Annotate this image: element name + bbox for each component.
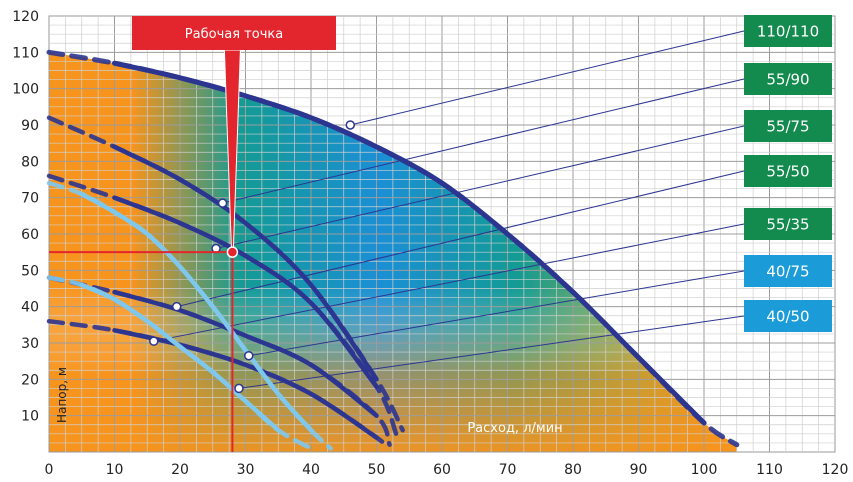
model-label-box-55-90 <box>744 63 832 95</box>
y-tick-label: 50 <box>21 263 39 279</box>
working-point-label-box <box>132 16 336 50</box>
x-axis-label: Расход, л/мин <box>467 421 562 436</box>
x-tick-label: 30 <box>237 462 255 478</box>
pump-curves <box>46 49 740 451</box>
working-point-dot <box>226 246 239 258</box>
x-tick-label: 40 <box>302 462 320 478</box>
y-tick-label: 90 <box>21 118 39 134</box>
label-leaders <box>153 30 745 389</box>
model-label-box-40-50 <box>744 300 832 332</box>
curve-110-110 <box>112 60 707 426</box>
y-axis-label: Напор, м <box>55 367 69 423</box>
curve-40-75 <box>79 191 314 433</box>
model-label-55-90: 55/90 <box>766 71 809 89</box>
y-tick-label: 70 <box>21 191 39 207</box>
x-tick-label: 80 <box>564 462 582 478</box>
y-tick-label: 20 <box>21 372 39 388</box>
x-tick-label: 110 <box>756 462 783 478</box>
curve-55-75 <box>112 195 379 389</box>
leader-55-50 <box>176 170 745 308</box>
x-tick-label: 0 <box>45 462 54 478</box>
curve-55-50 <box>112 289 379 418</box>
leader-40-75 <box>248 270 745 357</box>
marker-55-35 <box>149 336 159 346</box>
working-point: Рабочая точка <box>49 16 336 452</box>
model-label-110-110: 110/110 <box>757 23 819 41</box>
leader-55-35 <box>153 223 745 342</box>
y-tick-label: 120 <box>12 9 39 25</box>
marker-40-50 <box>234 383 244 394</box>
x-tick-label: 10 <box>106 462 124 478</box>
x-tick-label: 120 <box>822 462 849 478</box>
model-label-box-40-75 <box>744 255 832 287</box>
x-tick-label: 100 <box>691 462 718 478</box>
y-tick-label: 110 <box>12 45 39 61</box>
y-tick-label: 80 <box>21 154 39 170</box>
y-tick-label: 40 <box>21 300 39 316</box>
y-tick-label: 30 <box>21 336 39 352</box>
model-label-40-75: 40/75 <box>766 263 809 281</box>
leader-55-90 <box>222 78 745 204</box>
y-tick-label: 10 <box>21 409 39 425</box>
curve-markers <box>149 120 356 394</box>
model-label-box-110-110 <box>744 15 832 47</box>
marker-55-90 <box>217 198 228 208</box>
marker-40-75 <box>244 350 254 361</box>
x-tick-label: 90 <box>630 462 648 478</box>
y-axis-ticks: 10 20 30 40 50 60 70 80 90 100 110 120 <box>12 9 39 425</box>
x-tick-label: 50 <box>368 462 386 478</box>
leader-40-50 <box>238 315 745 389</box>
model-label-box-55-75 <box>744 110 832 142</box>
y-tick-label: 100 <box>12 82 39 98</box>
model-label-40-50: 40/50 <box>766 308 809 326</box>
leader-55-75 <box>215 125 745 250</box>
model-label-55-50: 55/50 <box>766 163 809 181</box>
model-labels: 110/110 55/90 55/75 55/50 55/35 40/75 40/50 <box>744 15 832 332</box>
model-label-box-55-35 <box>744 208 832 240</box>
marker-110-110 <box>345 120 356 130</box>
leader-110-110 <box>350 30 745 126</box>
x-tick-label: 70 <box>499 462 517 478</box>
curve-55-35 <box>112 328 379 440</box>
curve-40-50 <box>79 282 281 433</box>
x-tick-label: 20 <box>171 462 189 478</box>
model-label-55-35: 55/35 <box>766 216 809 234</box>
x-axis-ticks: 0 10 20 30 40 50 60 70 80 90 100 110 120 <box>45 462 849 478</box>
plot-area <box>48 15 836 453</box>
curve-55-90 <box>112 144 379 382</box>
model-label-55-75: 55/75 <box>766 118 809 136</box>
x-tick-label: 60 <box>433 462 451 478</box>
model-label-box-55-50 <box>744 155 832 187</box>
marker-55-50 <box>171 301 182 312</box>
working-point-label: Рабочая точка <box>185 27 283 42</box>
y-tick-label: 60 <box>21 227 39 243</box>
